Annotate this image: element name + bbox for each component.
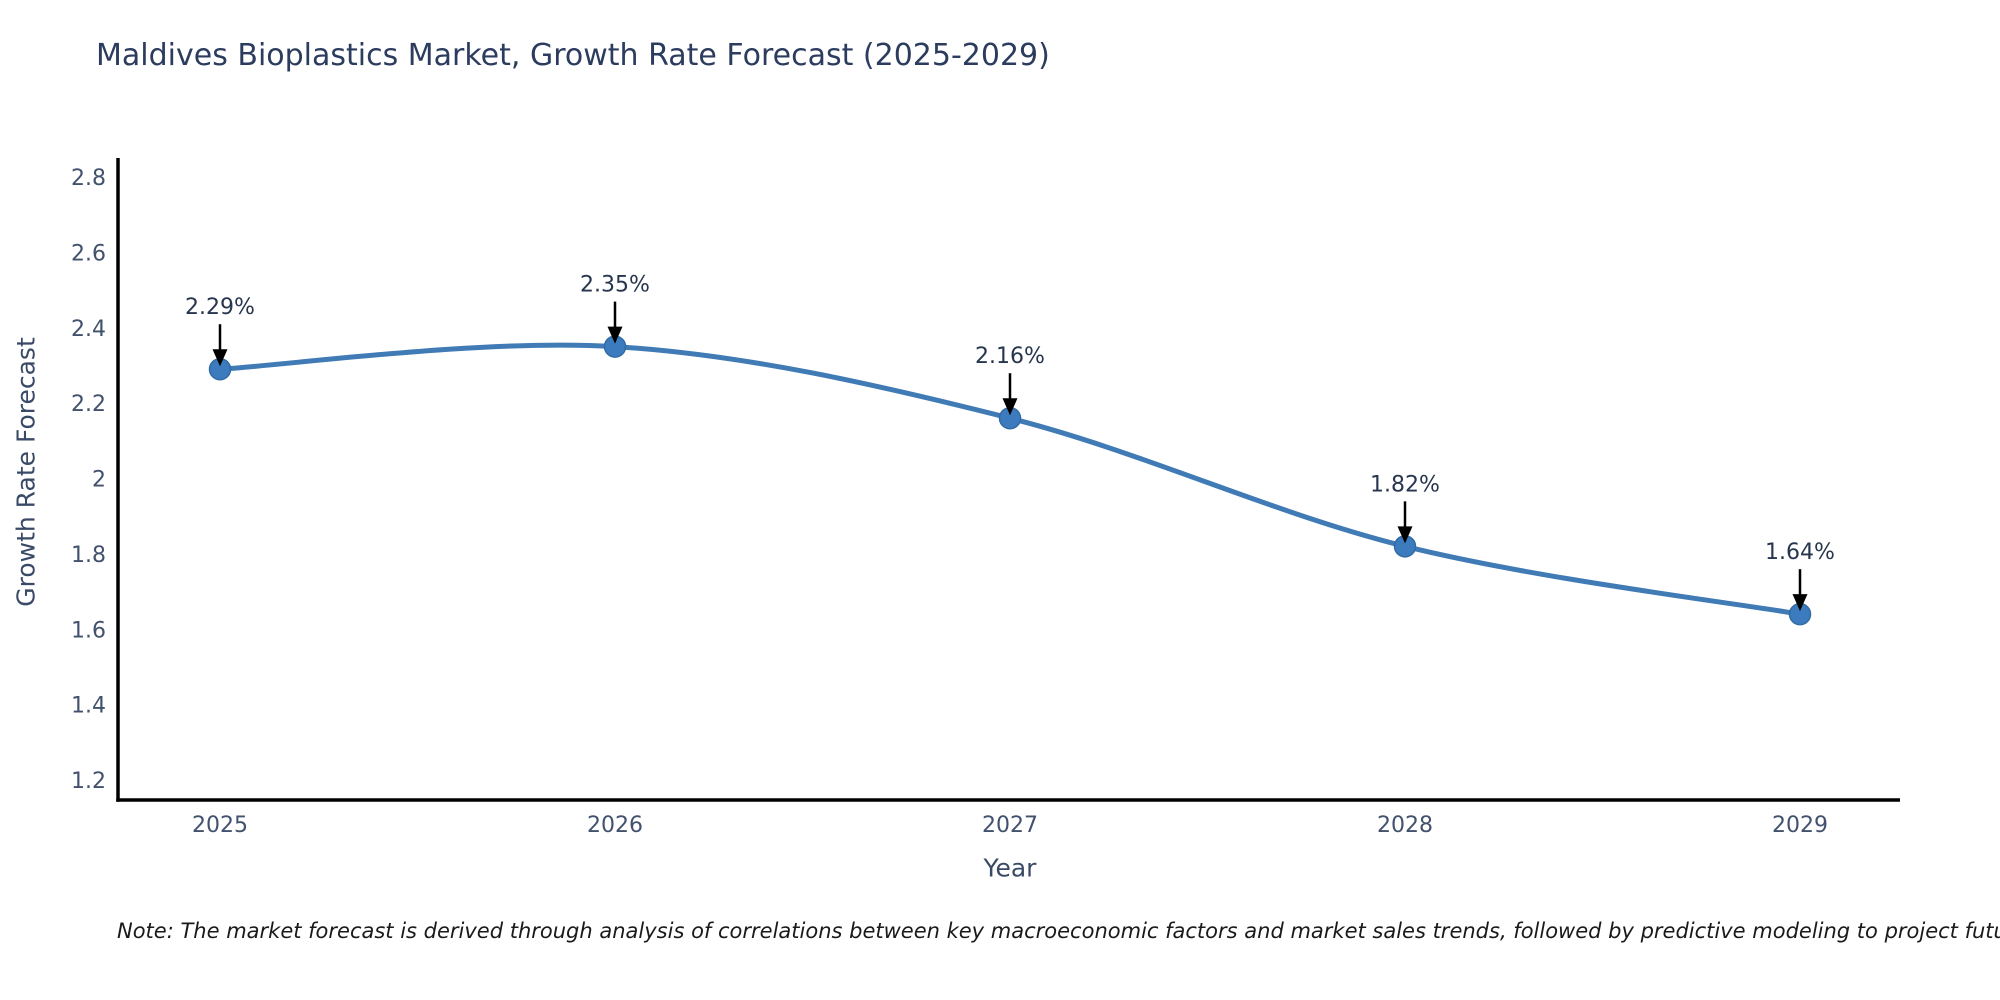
chart-title: Maldives Bioplastics Market, Growth Rate… (96, 38, 1050, 73)
data-point-label: 1.64% (1765, 540, 1835, 565)
y-tick-label: 1.8 (71, 543, 106, 568)
annotation-arrowhead-icon (1397, 526, 1413, 544)
y-tick-label: 2.4 (71, 317, 106, 342)
x-tick-label: 2029 (1772, 813, 1828, 838)
y-tick-label: 2 (92, 468, 106, 493)
x-axis-title: Year (983, 853, 1037, 883)
data-point-label: 1.82% (1370, 472, 1440, 497)
y-tick-label: 1.6 (71, 618, 106, 643)
x-tick-label: 2027 (982, 813, 1038, 838)
annotation-arrowhead-icon (607, 326, 623, 344)
y-tick-label: 2.8 (71, 166, 106, 191)
chart-footnote: Note: The market forecast is derived thr… (117, 919, 2000, 943)
x-tick-label: 2025 (192, 813, 248, 838)
x-tick-label: 2026 (587, 813, 643, 838)
annotation-arrowhead-icon (1002, 398, 1018, 416)
data-point-label: 2.16% (975, 344, 1045, 369)
annotation-arrowhead-icon (1792, 594, 1808, 612)
x-tick-label: 2028 (1377, 813, 1433, 838)
y-tick-label: 2.6 (71, 241, 106, 266)
y-tick-label: 2.2 (71, 392, 106, 417)
data-point-label: 2.35% (580, 273, 650, 298)
data-point-label: 2.29% (185, 295, 255, 320)
annotation-arrowhead-icon (212, 349, 228, 367)
y-tick-label: 1.2 (71, 769, 106, 794)
y-tick-label: 1.4 (71, 694, 106, 719)
